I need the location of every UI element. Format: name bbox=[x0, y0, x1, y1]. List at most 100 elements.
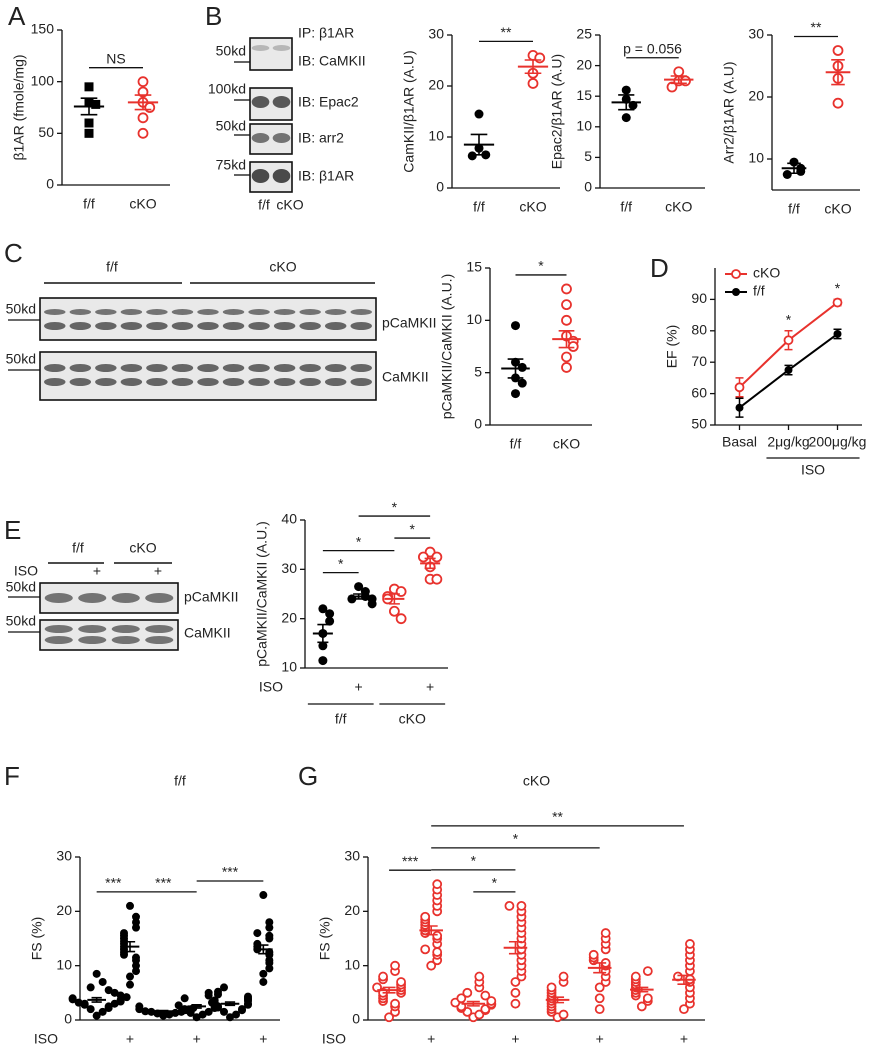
blot-band bbox=[248, 378, 270, 386]
data-point bbox=[98, 977, 107, 986]
error-bar bbox=[551, 996, 565, 1004]
data-point bbox=[384, 1012, 394, 1023]
panel-label: G bbox=[298, 761, 318, 791]
data-point bbox=[84, 128, 94, 138]
x-tick-label: f/f bbox=[83, 196, 95, 212]
marker-label: 50kd bbox=[6, 351, 36, 367]
y-tick-label: 20 bbox=[748, 88, 764, 104]
data-point bbox=[666, 81, 678, 93]
x-tick-label: f/f bbox=[473, 199, 485, 215]
significance-label: NS bbox=[106, 50, 125, 66]
data-point bbox=[782, 170, 792, 179]
error-bar bbox=[524, 59, 542, 75]
data-point bbox=[104, 1002, 113, 1011]
data-point bbox=[517, 362, 527, 372]
y-tick-label: 10 bbox=[281, 659, 297, 675]
significance-label: * bbox=[356, 533, 362, 549]
error-bar bbox=[508, 940, 522, 955]
data-point bbox=[504, 901, 515, 911]
blot-c: f/f cKO 50kd 50kd pCaMKII CaMKII bbox=[6, 259, 436, 401]
data-point bbox=[110, 999, 119, 1008]
data-point bbox=[204, 1007, 213, 1016]
blot-label: pCaMKII bbox=[382, 315, 436, 331]
blot-band bbox=[95, 364, 117, 372]
error-bar bbox=[558, 330, 575, 349]
data-point bbox=[474, 971, 485, 982]
blot-band bbox=[324, 309, 347, 315]
y-tick-label: 100 bbox=[31, 72, 55, 88]
blot-band bbox=[248, 322, 270, 330]
y-tick-label: 10 bbox=[576, 118, 592, 134]
blot-label: CaMKII bbox=[382, 369, 429, 385]
data-point bbox=[208, 998, 216, 1007]
data-point bbox=[510, 998, 521, 1009]
data-point bbox=[259, 891, 268, 900]
blot-b: 50kd 100kd 50kd 75kd IP: β1AR IB: CaMKII… bbox=[208, 25, 366, 213]
blot-band bbox=[111, 625, 140, 633]
blot-band bbox=[251, 45, 270, 51]
data-point bbox=[467, 151, 477, 161]
blot-band bbox=[197, 378, 219, 386]
data-point bbox=[594, 1004, 605, 1015]
blot-band bbox=[272, 45, 291, 51]
data-point bbox=[220, 1007, 228, 1016]
lane-label: + bbox=[93, 563, 101, 579]
data-point bbox=[630, 971, 641, 982]
blot-label: IB: Epac2 bbox=[298, 94, 359, 110]
data-point bbox=[426, 960, 437, 971]
data-point bbox=[558, 1009, 569, 1020]
blot-band bbox=[222, 378, 245, 386]
data-point bbox=[84, 118, 94, 128]
data-point bbox=[621, 85, 631, 95]
error-bar bbox=[470, 133, 488, 156]
data-point bbox=[511, 321, 520, 331]
data-point bbox=[126, 980, 134, 989]
data-point bbox=[180, 994, 189, 1003]
error-bar bbox=[466, 1000, 480, 1007]
data-point bbox=[486, 996, 497, 1006]
blot-band bbox=[350, 378, 372, 386]
chart-title: cKO bbox=[523, 773, 550, 789]
data-point bbox=[378, 971, 388, 982]
error-bar bbox=[353, 593, 365, 600]
significance-label: ** bbox=[501, 24, 512, 40]
data-point bbox=[104, 986, 113, 995]
y-tick-label: 20 bbox=[576, 56, 592, 72]
data-point bbox=[511, 389, 520, 399]
error-bar bbox=[424, 557, 436, 570]
blot-band bbox=[299, 364, 321, 372]
legend-label: f/f bbox=[753, 283, 765, 299]
y-tick-label: 15 bbox=[576, 87, 592, 103]
data-point bbox=[80, 999, 89, 1008]
y-tick-label: 10 bbox=[344, 956, 360, 972]
significance-label: ** bbox=[552, 809, 563, 825]
x-tick-label: + bbox=[126, 1031, 134, 1047]
significance-label: * bbox=[392, 499, 398, 515]
blot-band bbox=[251, 169, 270, 183]
blot-band bbox=[95, 309, 117, 315]
error-bar bbox=[317, 623, 329, 644]
blot-band bbox=[273, 309, 296, 315]
marker-label: 50kd bbox=[216, 118, 246, 134]
blot-band bbox=[44, 364, 66, 372]
data-point bbox=[92, 1011, 101, 1020]
data-point bbox=[420, 911, 431, 922]
data-point bbox=[74, 998, 83, 1007]
blot-band bbox=[120, 364, 143, 372]
y-tick-label: 20 bbox=[428, 77, 444, 93]
data-point bbox=[420, 944, 431, 955]
data-point bbox=[68, 994, 77, 1003]
data-point bbox=[510, 977, 521, 987]
blot-band bbox=[44, 625, 73, 633]
chart-title: f/f bbox=[174, 773, 186, 789]
significance-label: *** bbox=[222, 864, 239, 880]
blot-band bbox=[273, 364, 296, 372]
y-axis-label: EF (%) bbox=[664, 325, 680, 369]
blot-band bbox=[44, 309, 66, 315]
blot-label: IP: β1AR bbox=[298, 25, 354, 41]
x-tick-label: + bbox=[355, 679, 363, 695]
blot-band bbox=[272, 96, 291, 108]
significance-label: * bbox=[410, 521, 416, 537]
x-tick-label: cKO bbox=[553, 436, 580, 452]
error-bar bbox=[424, 925, 438, 936]
